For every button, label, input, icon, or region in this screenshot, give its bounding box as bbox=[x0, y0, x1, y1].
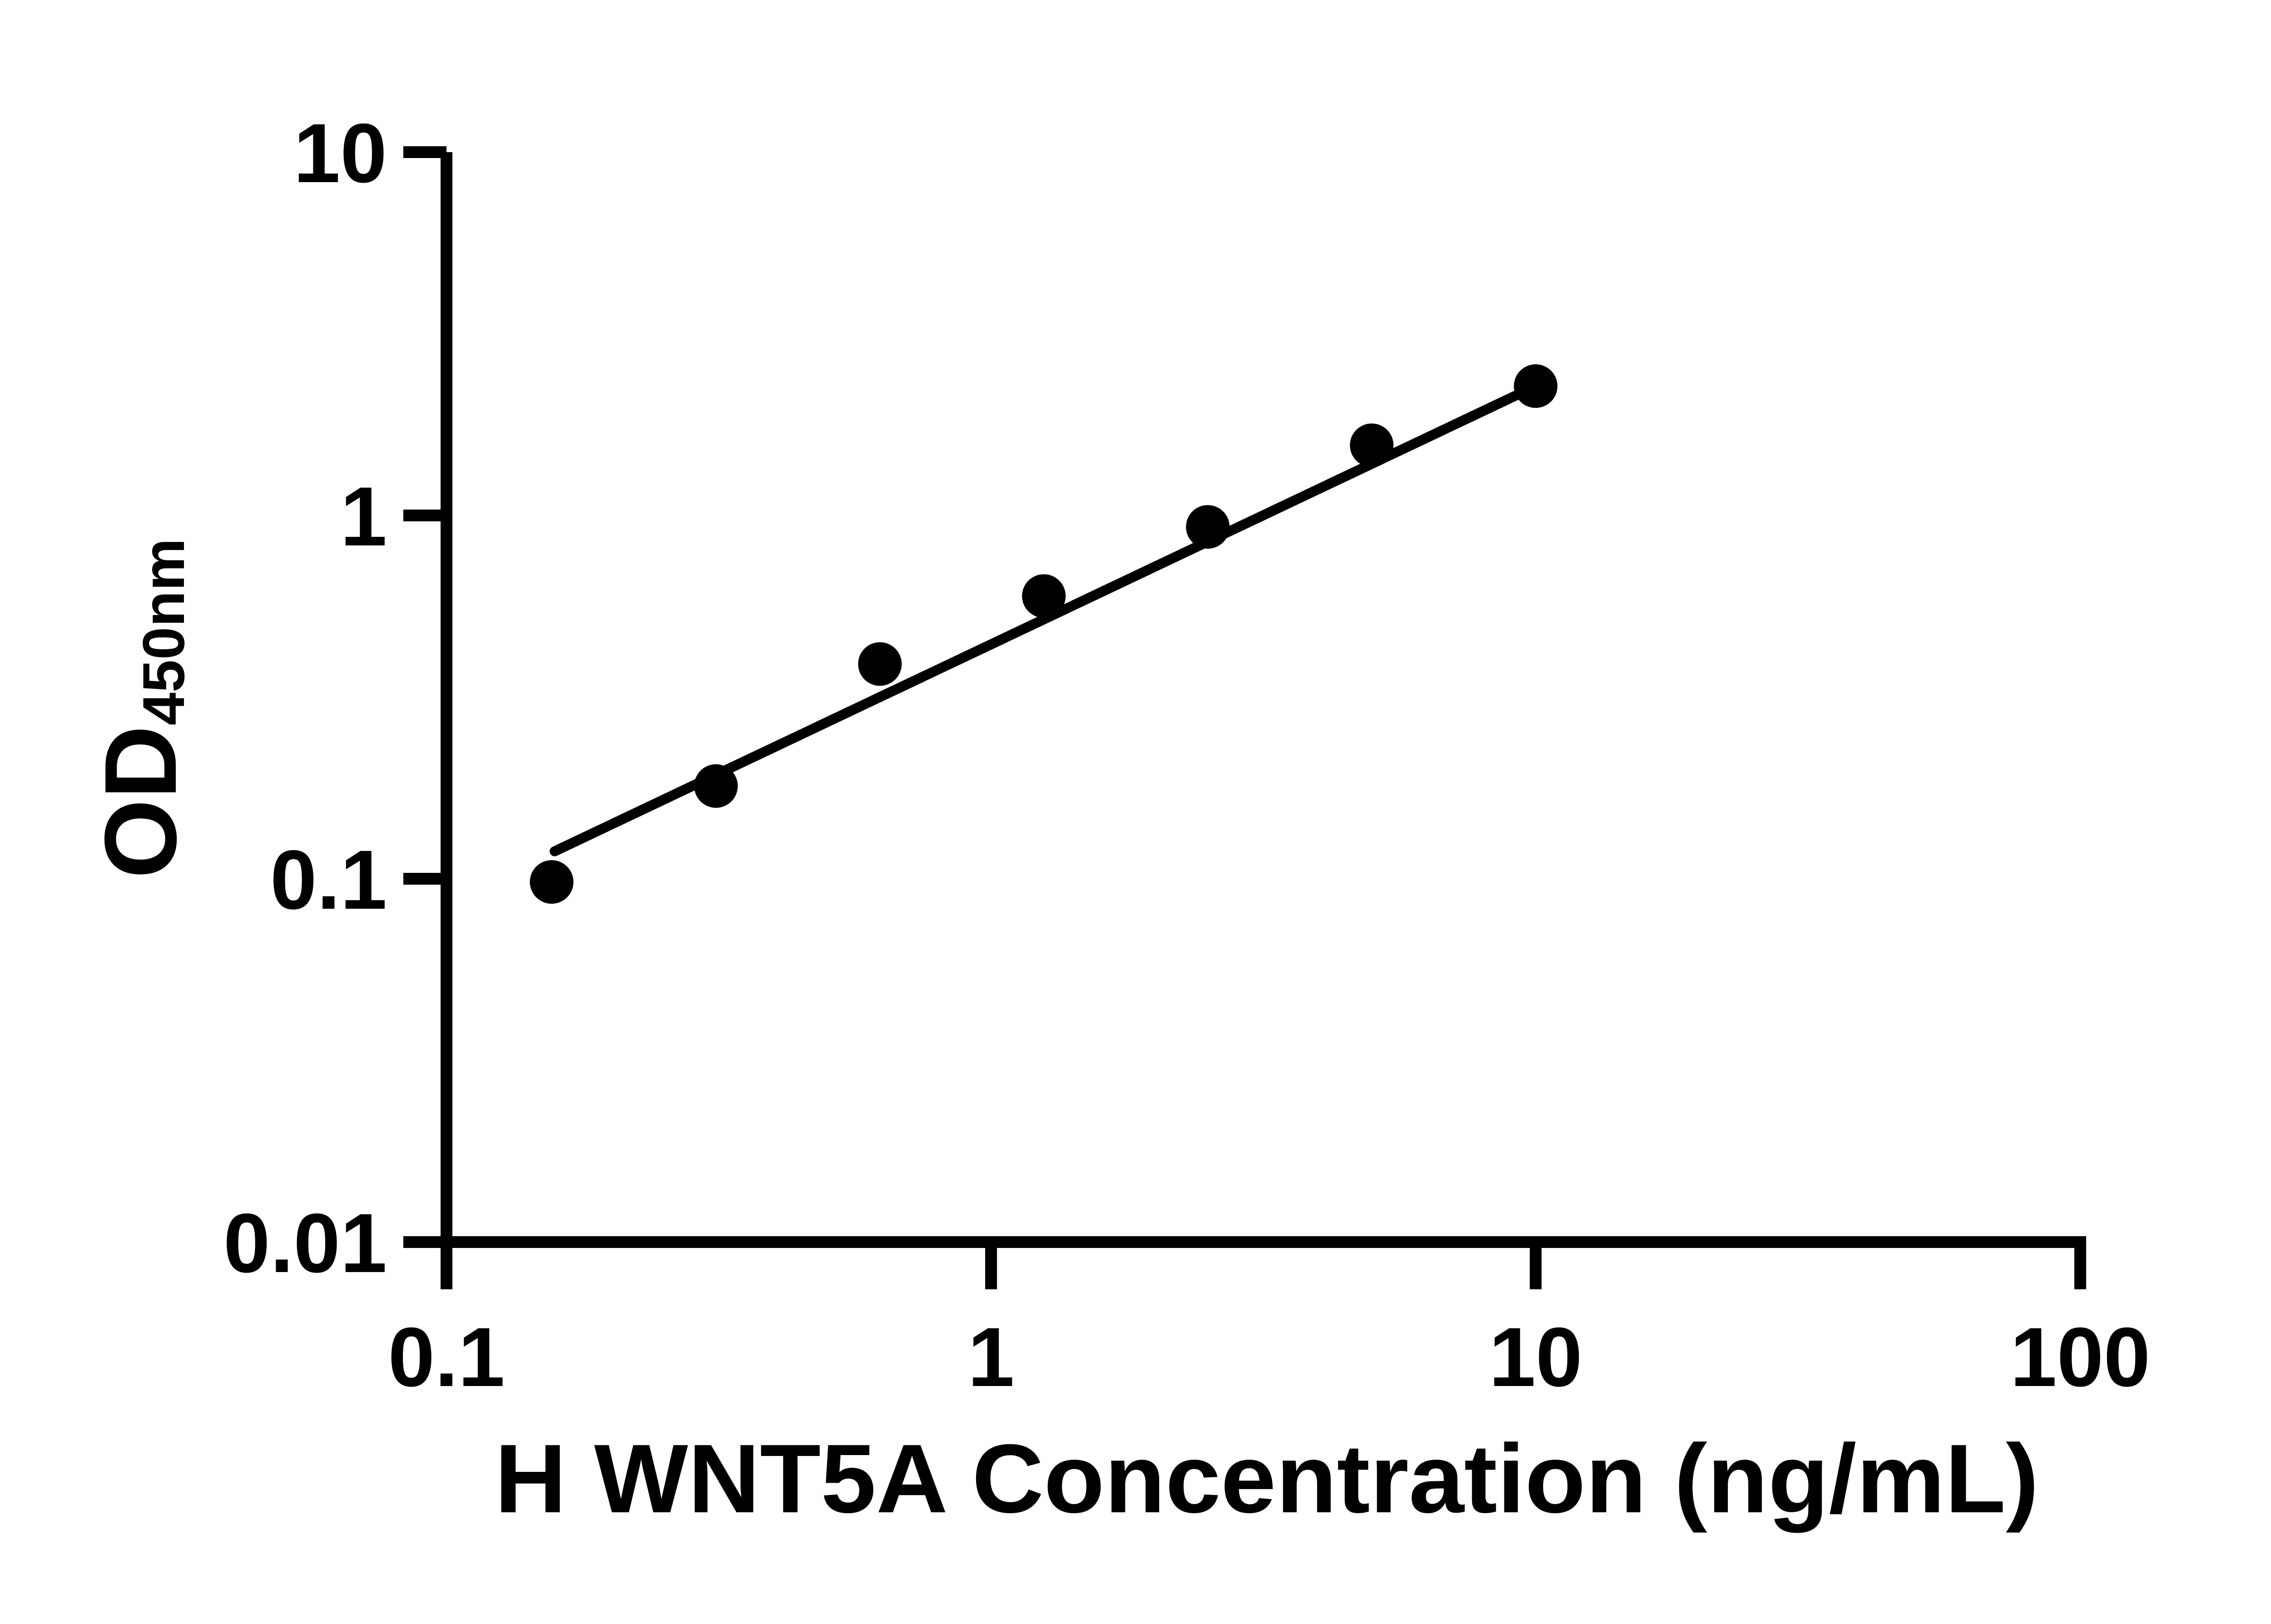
y-axis-title-main: OD bbox=[83, 725, 198, 879]
data-point bbox=[1350, 423, 1394, 467]
y-tick-label: 10 bbox=[293, 107, 387, 200]
data-point bbox=[1186, 505, 1230, 549]
x-tick-label: 10 bbox=[1489, 1311, 1582, 1404]
data-point bbox=[1514, 364, 1557, 408]
y-tick-label: 1 bbox=[340, 470, 387, 564]
y-axis-title-subscript: 450nm bbox=[130, 538, 197, 725]
y-tick-label: 0.01 bbox=[223, 1197, 387, 1290]
y-axis-title: OD450nm bbox=[83, 538, 198, 878]
x-tick-label: 0.1 bbox=[388, 1311, 505, 1404]
data-point bbox=[858, 642, 902, 686]
data-point bbox=[694, 764, 738, 808]
x-tick-label: 100 bbox=[2010, 1311, 2151, 1404]
data-point bbox=[1022, 574, 1066, 618]
x-axis-title: H WNT5A Concentration (ng/mL) bbox=[495, 1424, 2039, 1533]
ticks-group bbox=[403, 146, 2086, 1289]
axes-group bbox=[441, 152, 2086, 1248]
y-tick-label: 0.1 bbox=[270, 833, 387, 927]
data-point bbox=[530, 860, 574, 904]
series-group bbox=[530, 364, 1557, 904]
x-tick-label: 1 bbox=[968, 1311, 1015, 1404]
